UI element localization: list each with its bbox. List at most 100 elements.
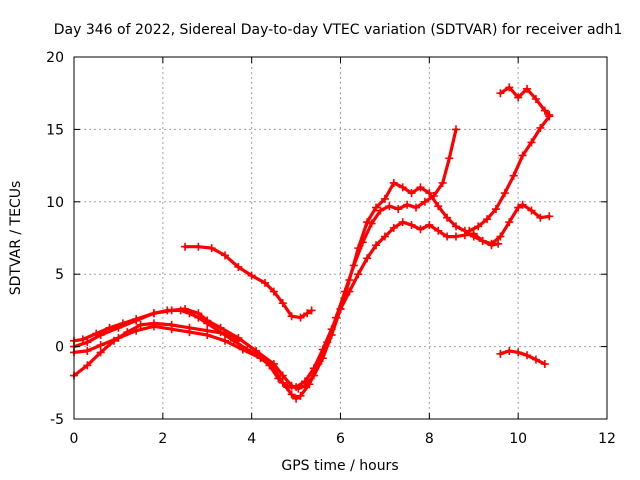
x-tick-label: 2	[158, 431, 167, 447]
data-point	[354, 244, 363, 253]
data-point	[296, 391, 305, 400]
data-point	[531, 355, 540, 364]
data-point	[260, 278, 269, 287]
data-point	[163, 306, 172, 315]
data-point	[278, 299, 287, 308]
series-track-3	[70, 200, 554, 392]
data-point	[523, 351, 532, 360]
data-point	[407, 189, 416, 198]
x-tick-label: 4	[247, 431, 256, 447]
data-point	[491, 205, 500, 214]
data-point	[149, 319, 158, 328]
series-track-6	[465, 112, 554, 235]
data-point	[465, 226, 474, 235]
data-point	[536, 123, 545, 132]
data-point	[292, 383, 301, 392]
data-point	[518, 151, 527, 160]
data-point	[416, 225, 425, 234]
data-point	[309, 371, 318, 380]
data-point	[518, 200, 527, 209]
data-point	[536, 213, 545, 222]
data-point	[505, 83, 514, 92]
data-point	[274, 374, 283, 383]
data-point	[269, 359, 278, 368]
data-point	[385, 202, 394, 211]
data-point	[469, 229, 478, 238]
data-point	[185, 309, 194, 318]
series-line	[72, 181, 500, 391]
data-point	[460, 231, 469, 240]
data-point	[496, 232, 505, 241]
data-point	[96, 348, 105, 357]
data-point	[545, 212, 554, 221]
data-point	[123, 328, 132, 337]
data-point	[514, 93, 523, 102]
data-point	[83, 346, 92, 355]
data-point	[496, 349, 505, 358]
data-point	[434, 202, 443, 211]
data-point	[403, 200, 412, 209]
data-point	[505, 346, 514, 355]
data-point	[514, 203, 523, 212]
data-point	[451, 222, 460, 231]
data-point	[545, 110, 554, 119]
data-point	[389, 178, 398, 187]
data-point	[132, 315, 141, 324]
data-point	[496, 89, 505, 98]
series-track-5	[181, 242, 316, 322]
data-point	[185, 323, 194, 332]
series-track-1	[70, 125, 460, 403]
data-point	[540, 359, 549, 368]
data-point	[287, 390, 296, 399]
data-point	[363, 254, 372, 263]
x-axis-ticks: 0 2 4 6 8 10 12	[70, 57, 616, 447]
series-line	[467, 114, 551, 233]
data-point	[376, 206, 385, 215]
x-axis-label: GPS time / hours	[281, 458, 398, 474]
series-track-8	[496, 346, 549, 368]
x-tick-label: 8	[425, 431, 434, 447]
data-point	[105, 323, 114, 332]
data-point	[451, 125, 460, 134]
data-point	[438, 178, 447, 187]
data-point	[292, 394, 301, 403]
data-point	[451, 232, 460, 241]
series-track-4	[70, 319, 243, 380]
data-point	[336, 304, 345, 313]
data-point	[234, 336, 243, 345]
data-point	[176, 306, 185, 315]
y-tick-label: -5	[50, 412, 64, 428]
series-line	[72, 203, 551, 389]
data-point	[474, 222, 483, 231]
data-point	[425, 189, 434, 198]
data-point	[243, 345, 252, 354]
data-point	[483, 215, 492, 224]
data-point	[540, 106, 549, 115]
data-point	[434, 226, 443, 235]
series-track-2	[70, 178, 503, 393]
data-point	[203, 326, 212, 335]
data-point	[296, 313, 305, 322]
y-axis-ticks: -5 0 5 10 15 20	[46, 50, 607, 428]
data-point	[194, 313, 203, 322]
data-point	[527, 206, 536, 215]
data-point	[398, 183, 407, 192]
data-point	[221, 336, 230, 345]
data-point	[234, 262, 243, 271]
data-point	[380, 194, 389, 203]
y-tick-label: 0	[55, 340, 64, 356]
data-point	[309, 364, 318, 373]
y-tick-label: 20	[46, 50, 64, 66]
data-point	[303, 309, 312, 318]
data-point	[247, 271, 256, 280]
y-tick-label: 15	[46, 122, 64, 138]
data-point	[372, 241, 381, 250]
data-point	[367, 219, 376, 228]
data-point	[412, 203, 421, 212]
data-point	[398, 218, 407, 227]
data-point	[527, 138, 536, 147]
data-point	[283, 383, 292, 392]
data-point	[269, 287, 278, 296]
x-tick-label: 0	[70, 431, 79, 447]
series-line	[498, 349, 547, 366]
